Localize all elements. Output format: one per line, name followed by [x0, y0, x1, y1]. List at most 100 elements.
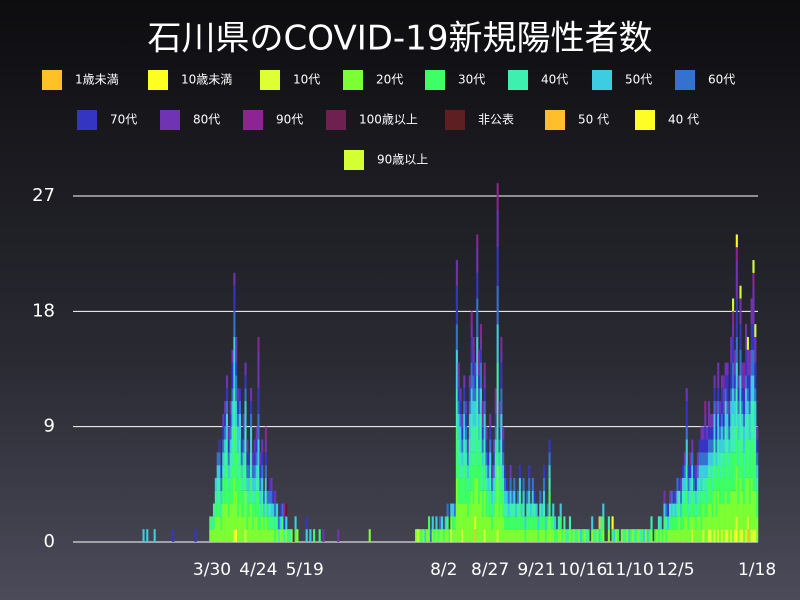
bar-segment [455, 477, 458, 542]
bar-segment [250, 388, 253, 402]
bar-segment [463, 401, 466, 414]
bar-segment [669, 490, 672, 504]
bar-segment [602, 516, 605, 530]
bar-segment [244, 388, 247, 402]
bar-segment [546, 516, 549, 530]
bar-segment [272, 503, 275, 517]
bar-segment [468, 439, 471, 466]
bar-segment [459, 401, 462, 414]
bar-segment [229, 503, 232, 542]
bar-segment [457, 401, 460, 414]
bar-segment [240, 452, 243, 466]
bar-segment [459, 413, 462, 427]
bar-segment [268, 516, 271, 530]
bar-segment [248, 490, 251, 504]
bar-segment [479, 413, 483, 453]
bar-segment [281, 516, 284, 530]
bar-segment [496, 183, 499, 209]
bar-segment [455, 426, 458, 478]
bar-segment [656, 529, 659, 542]
bar-segment [537, 516, 540, 530]
bar-segment [702, 452, 705, 466]
bar-segment [520, 503, 523, 517]
bar-segment [713, 401, 716, 414]
bar-segment [704, 426, 707, 453]
bar-segment [650, 529, 653, 542]
bar-segment [225, 388, 229, 402]
bar-segment [698, 490, 701, 517]
bar-segment [235, 529, 238, 542]
bar-segment [465, 401, 468, 414]
bar-segment [440, 516, 444, 530]
bar-segment [305, 516, 308, 530]
bar-segment [233, 285, 236, 312]
bar-segment [593, 529, 596, 542]
bar-segment [704, 490, 707, 517]
bar-segment [237, 426, 240, 453]
bar-segment [277, 529, 280, 542]
bar-segment [461, 477, 464, 504]
bar-segment [457, 375, 460, 389]
bar-segment [596, 529, 599, 542]
bar-segment [483, 490, 486, 530]
bar-segment [542, 503, 546, 517]
bar-segment [225, 413, 229, 440]
bar-segment [691, 490, 694, 517]
x-tick-label: 10/16 [558, 560, 607, 580]
bar-segment [665, 516, 668, 530]
bar-segment [481, 426, 484, 440]
bar-segment [496, 529, 499, 542]
bar-segment [696, 503, 699, 517]
bar-segment [526, 516, 529, 530]
bar-segment [494, 439, 497, 453]
bar-segment [704, 452, 707, 466]
bar-segment [659, 529, 662, 542]
bar-segment [516, 490, 520, 504]
bar-segment [437, 529, 440, 542]
bar-segment [702, 439, 705, 453]
bar-segment [259, 516, 262, 530]
bar-segment [507, 529, 510, 542]
bar-segment [557, 516, 560, 530]
bar-segment [483, 401, 486, 414]
bar-segment [279, 516, 282, 530]
bar-segment [479, 490, 483, 542]
bar-segment [240, 439, 243, 453]
bar-segment [548, 516, 551, 542]
bar-segment [680, 490, 683, 504]
bar-segment [274, 529, 277, 542]
bar-segment [237, 516, 240, 542]
bar-segment [602, 503, 605, 517]
bar-segment [481, 439, 484, 453]
bar-segment [442, 529, 445, 542]
bar-segment [428, 516, 431, 530]
x-tick-label: 5/19 [286, 560, 324, 580]
bar-segment [250, 477, 253, 504]
bar-segment [559, 516, 562, 530]
bar-segment [515, 529, 518, 542]
bar-segment [504, 529, 507, 542]
bar-segment [485, 426, 488, 440]
bar-segment [492, 477, 495, 491]
bar-segment [225, 465, 229, 504]
bar-segment [546, 503, 549, 517]
bar-segment [696, 490, 699, 504]
bar-segment [466, 452, 470, 466]
bar-segment [504, 503, 507, 517]
bar-segment [535, 503, 538, 517]
bar-segment [481, 465, 484, 491]
bar-segment [237, 401, 240, 414]
bar-segment [455, 260, 458, 286]
bar-segment [472, 401, 475, 427]
bar-segment [468, 375, 471, 389]
bar-segment [663, 529, 666, 542]
bar-segment [498, 490, 501, 517]
bar-segment [678, 516, 681, 542]
bar-segment [251, 529, 254, 542]
bar-segment [502, 439, 505, 453]
bar-segment [539, 529, 542, 542]
bar-segment [687, 529, 690, 542]
bar-segment [669, 503, 672, 517]
bar-segment [533, 529, 536, 542]
